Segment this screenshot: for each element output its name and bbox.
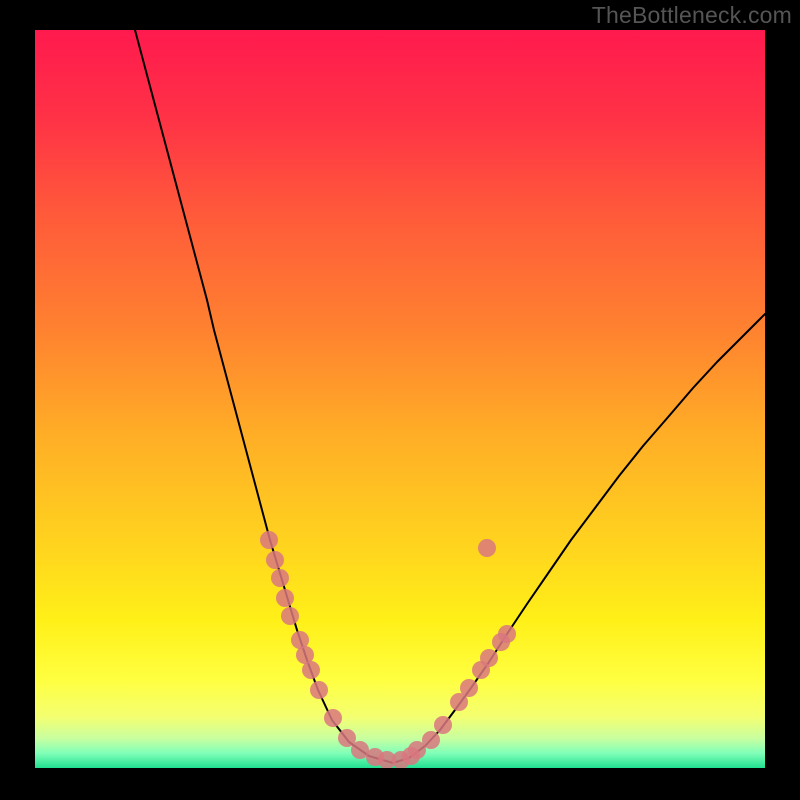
chart-root: TheBottleneck.com: [0, 0, 800, 800]
data-marker: [480, 649, 498, 667]
data-marker: [422, 731, 440, 749]
data-marker: [478, 539, 496, 557]
data-marker: [266, 551, 284, 569]
data-marker: [324, 709, 342, 727]
data-marker: [271, 569, 289, 587]
data-marker: [302, 661, 320, 679]
curve-overlay: [35, 30, 765, 768]
data-marker: [310, 681, 328, 699]
data-marker: [281, 607, 299, 625]
data-marker: [460, 679, 478, 697]
data-marker: [276, 589, 294, 607]
plot-area: [35, 30, 765, 768]
data-marker: [260, 531, 278, 549]
watermark-text: TheBottleneck.com: [592, 2, 792, 29]
data-marker: [498, 625, 516, 643]
data-marker: [434, 716, 452, 734]
